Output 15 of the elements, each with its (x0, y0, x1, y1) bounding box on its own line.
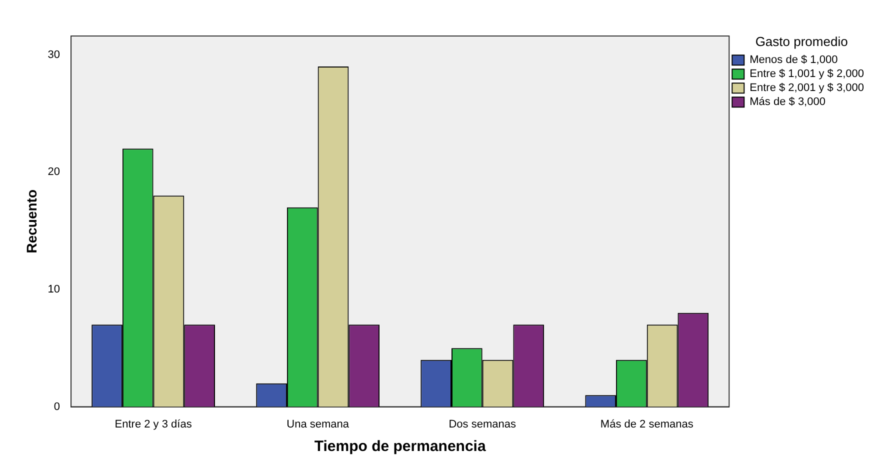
legend-label: Más de $ 3,000 (750, 96, 826, 108)
legend-title: Gasto promedio (755, 34, 848, 50)
y-axis-title: Recuento (23, 190, 40, 254)
legend-label: Menos de $ 1,000 (750, 54, 838, 66)
x-tick-label: Una semana (286, 418, 350, 430)
y-tick-label: 0 (54, 400, 60, 413)
y-tick-label: 10 (48, 283, 60, 296)
y-tick-label: 30 (48, 48, 60, 61)
legend-label: Entre $ 1,001 y $ 2,000 (750, 68, 864, 80)
y-tick-label: 20 (48, 166, 60, 178)
x-tick-label: Entre 2 y 3 días (114, 418, 192, 430)
x-axis-title: Tiempo de permanencia (314, 438, 486, 456)
x-tick-label: Dos semanas (448, 418, 516, 430)
x-tick-label: Más de 2 semanas (600, 418, 694, 430)
legend-label: Entre $ 2,001 y $ 3,000 (750, 82, 864, 94)
